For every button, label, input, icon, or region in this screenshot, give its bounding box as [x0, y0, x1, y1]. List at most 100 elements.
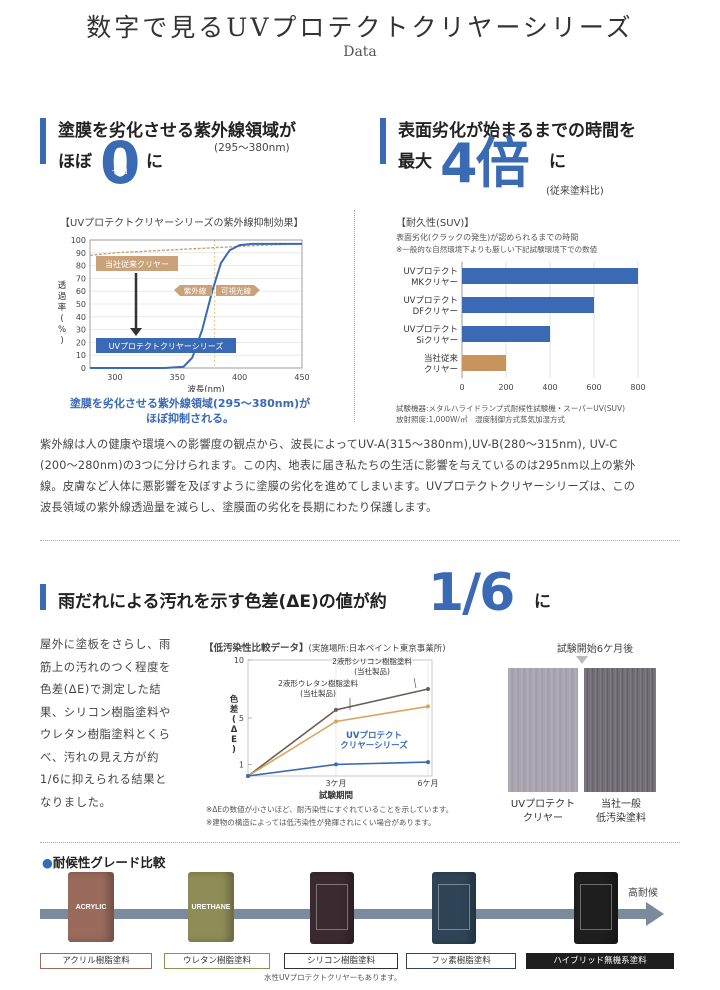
- grade-label: ウレタン樹脂塗料: [164, 953, 270, 969]
- uv-heading-pre: ほぼ: [58, 152, 92, 172]
- category-label: UVプロテクト: [403, 325, 458, 335]
- paint-can: [310, 872, 354, 944]
- page-title: 数字で見るUVプロテクトクリヤーシリーズ: [86, 13, 634, 42]
- can-label: ACRYLIC: [75, 904, 107, 911]
- y-tick-label: 5: [239, 714, 244, 723]
- page-subtitle: Data: [343, 44, 377, 60]
- series-label: 2液形シリコン樹脂塗料: [332, 656, 412, 666]
- swatch2-label-line: 当社一般: [601, 799, 641, 810]
- swatch1-label-line: クリヤー: [523, 813, 563, 824]
- durability-heading-pre: 最大: [398, 152, 432, 172]
- grade-label: シリコン樹脂塗料: [284, 953, 398, 969]
- y-tick-label: 10: [234, 656, 244, 665]
- swatch-standard: [584, 668, 656, 792]
- series-line: [90, 242, 302, 369]
- section-divider: [40, 540, 680, 541]
- swatch1-label-line: UVプロテクト: [510, 799, 576, 810]
- durability-chart-desc1: 表面劣化(クラックの発生)が認められるまでの時間: [396, 233, 579, 242]
- y-tick-label: 10: [76, 351, 86, 360]
- swatch2-label: 当社一般 低汚染塗料: [576, 798, 666, 826]
- accent-bar: [40, 118, 46, 164]
- test-label: 試験開始6ケ月後: [556, 644, 634, 655]
- durability-heading-line1: 表面劣化が始まるまでの時間を: [398, 121, 636, 141]
- side-line: 色差(ΔE)で測定した結: [40, 683, 162, 696]
- side-line: 屋外に塗板をさらし、雨: [40, 638, 171, 651]
- x-tick-label: 300: [107, 373, 122, 382]
- grade-label: フッ素樹脂塗料: [406, 953, 516, 969]
- accent-bar: [380, 118, 386, 164]
- category-label: DFクリヤー: [413, 307, 458, 317]
- side-line: なりました。: [40, 795, 112, 809]
- series-label: (当社製品): [354, 666, 390, 676]
- uv-big-number: 0: [100, 129, 141, 197]
- can-stripe: [316, 884, 348, 930]
- data-point: [426, 760, 430, 765]
- durability-big-number: 4倍: [440, 132, 530, 195]
- section-divider: [40, 842, 680, 843]
- region-tag: [174, 285, 212, 296]
- x-tick-label: 200: [498, 383, 513, 392]
- can-stripe: [580, 884, 612, 930]
- data-point: [426, 704, 430, 709]
- body-line: 波長領域の紫外線透過量を減らし、塗膜面の劣化を長期にわたり保護します。: [40, 501, 438, 514]
- swatch1-label: UVプロテクト クリヤー: [498, 798, 588, 826]
- y-axis-label: (: [60, 314, 63, 324]
- durability-footnote1: 試験機器:メタルハライドランプ式耐候性試験機・スーパーUV(SUV): [396, 404, 626, 413]
- category-label: クリヤー: [424, 365, 458, 375]
- x-axis-label: 波長(nm): [187, 384, 224, 392]
- legend-box: [96, 256, 178, 271]
- body-line: 紫外線は人の健康や環境への影響度の観点から、波長によってUV-A(315〜380…: [40, 438, 618, 451]
- y-axis-label: 過: [58, 291, 67, 302]
- y-tick-label: 40: [76, 313, 86, 322]
- grade-label: アクリル樹脂塗料: [40, 953, 152, 969]
- side-line: 果、シリコン樹脂塗料や: [40, 705, 171, 719]
- category-label: UVプロテクト: [403, 267, 458, 277]
- stain-side-text: 屋外に塗板をさらし、雨 筋上の汚れのつく程度を 色差(ΔE)で測定した結 果、シ…: [40, 634, 171, 814]
- y-axis-label: E: [231, 735, 237, 745]
- down-arrow-icon: [576, 656, 588, 664]
- x-tick-label: 400: [542, 383, 557, 392]
- body-line: 線。皮膚など人体に悪影響を及ぼすように塗膜の劣化を進めてしまいます。UVプロテク…: [40, 480, 636, 493]
- plot-frame: [89, 239, 303, 369]
- stain-heading-post: に: [534, 592, 551, 612]
- y-axis-label: ): [60, 336, 63, 346]
- x-tick-label: 3ケ月: [325, 779, 346, 788]
- durability-chart-desc2: ※一般的な自然環境下よりも厳しい下記試験環境下での数値: [396, 245, 598, 254]
- y-tick-label: 60: [76, 287, 86, 296]
- side-line: ウレタン樹脂塗料とくら: [40, 728, 171, 741]
- stain-heading: 雨だれによる汚れを示す色差(ΔE)の値が約: [58, 592, 387, 612]
- y-tick-label: 0: [81, 364, 86, 373]
- swatch-uv-protect: [508, 668, 578, 792]
- side-line: 1/6に抑えられる結果と: [40, 773, 168, 786]
- durability-footnote2: 放射照度:1,000W/㎡ 湿度制御方式蒸気加湿方式: [396, 415, 565, 424]
- data-point: [246, 774, 250, 778]
- uv-heading-range: (295〜380nm): [214, 142, 290, 154]
- stain-chart-location: (実施場所:日本ペイント東京事業所): [308, 644, 446, 654]
- durability-chart-title: 【耐久性(SUV)】: [396, 218, 475, 229]
- y-axis-label: (: [232, 715, 236, 725]
- body-line: (200〜280nm)の3つに分けられます。この内、地表に届き私たちの生活に影響…: [40, 459, 636, 472]
- x-tick-label: 600: [586, 383, 601, 392]
- column-divider: [354, 210, 355, 422]
- data-point: [334, 762, 338, 767]
- series-line: [89, 243, 303, 257]
- uv-caption-line1: 塗膜を劣化させる紫外線領域(295〜380nm)が: [69, 397, 311, 410]
- data-point: [334, 707, 338, 712]
- y-tick-label: 70: [76, 274, 86, 283]
- side-line: べ、汚れの見え方が約: [40, 750, 159, 764]
- y-axis-label: 率: [58, 302, 67, 313]
- bar: [462, 268, 638, 284]
- y-tick-label: 30: [76, 326, 86, 335]
- grade-heading: ●耐候性グレード比較: [42, 852, 165, 871]
- grade-label: ハイブリッド無機系塗料: [526, 953, 674, 969]
- data-point: [426, 687, 430, 691]
- swatch2-label-line: 低汚染塗料: [596, 813, 646, 824]
- x-axis-label: 試験期間: [319, 790, 353, 801]
- uv-big-ruby: ゼロ: [112, 167, 128, 176]
- category-label: UVプロテクト: [403, 296, 458, 306]
- y-axis-label: 透: [58, 280, 67, 291]
- label-leader: [413, 677, 417, 689]
- durability-heading-post: に: [549, 152, 566, 172]
- stain-note1: ※ΔEの数値が小さいほど、耐汚染性にすぐれていることを示しています。: [206, 805, 454, 814]
- series-label: UVプロテクト: [346, 730, 402, 741]
